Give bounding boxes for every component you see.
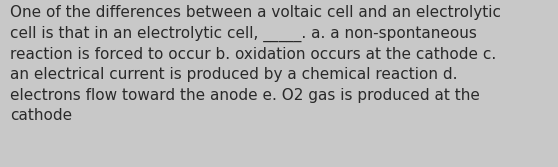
Text: One of the differences between a voltaic cell and an electrolytic
cell is that i: One of the differences between a voltaic… bbox=[10, 5, 501, 123]
